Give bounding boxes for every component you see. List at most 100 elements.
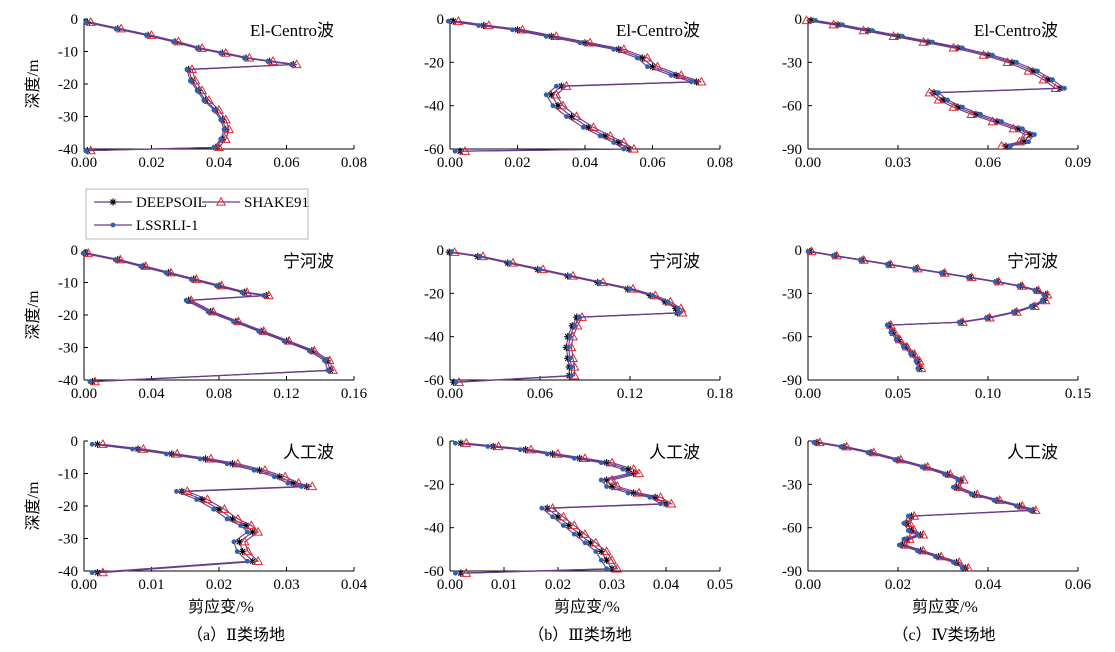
lssrli1-point <box>945 97 950 103</box>
lssrli1-point <box>908 351 913 357</box>
shake91-point <box>213 104 225 114</box>
lssrli1-point <box>194 45 200 51</box>
y-tick-label: -20 <box>424 477 444 493</box>
y-tick-label: -20 <box>58 308 78 324</box>
shake91-point <box>918 529 929 539</box>
series-deepsoil <box>445 248 681 386</box>
lssrli1-point <box>647 494 653 500</box>
lssrli1-point <box>80 250 86 256</box>
shake91-point <box>244 52 255 62</box>
shake91-point <box>493 441 504 451</box>
shake91-point <box>904 534 915 543</box>
lssrli1-point <box>567 355 573 361</box>
lssrli1-point <box>582 540 588 546</box>
lssrli1-point <box>1026 139 1031 145</box>
series-line <box>466 442 674 574</box>
y-tick-label: -60 <box>782 99 802 115</box>
lssrli1-point <box>171 39 176 45</box>
lssrli1-point <box>611 140 617 145</box>
lssrli1-point <box>905 528 911 533</box>
shake91-point <box>801 15 812 25</box>
shake91-point <box>219 504 230 513</box>
shake91-point <box>173 36 184 46</box>
lssrli1-point <box>214 283 219 289</box>
y-tick-label: 0 <box>437 434 445 450</box>
lssrli1-point <box>840 22 845 28</box>
shake91-point <box>571 111 582 121</box>
lssrli1-point <box>231 539 237 545</box>
x-tick-label: 0.00 <box>437 577 463 593</box>
y-tick-label: -40 <box>424 330 444 346</box>
shake91-point <box>461 437 472 447</box>
lssrli1-point <box>978 111 983 117</box>
y-tick-label: -60 <box>782 330 802 346</box>
lssrli1-point <box>289 62 294 67</box>
caption-b: （b）Ⅲ类场地 <box>528 626 631 644</box>
shake91-point <box>948 42 959 52</box>
x-tick-label: 0.04 <box>572 155 599 171</box>
lssrli1-point <box>901 344 906 350</box>
lssrli1-point <box>234 549 240 554</box>
lssrli1-point <box>915 366 921 371</box>
triangle-marker-icon <box>215 196 227 206</box>
lssrli1-point <box>576 314 582 320</box>
lssrli1-point <box>941 471 947 477</box>
lssrli1-point <box>838 444 844 450</box>
lssrli1-point <box>598 477 604 483</box>
lssrli1-point <box>1028 303 1034 309</box>
lssrli1-point <box>112 257 118 263</box>
lssrli1-point <box>543 92 549 98</box>
panel-title: 宁河波 <box>649 252 700 271</box>
lssrli1-point <box>218 50 224 56</box>
shake91-point <box>83 248 94 257</box>
shake91-point <box>868 447 879 457</box>
shake91-point <box>1050 83 1061 92</box>
x-tick-label: 0.18 <box>707 386 733 402</box>
shake91-point <box>283 335 295 345</box>
lssrli1-point <box>298 484 304 489</box>
y-tick-label: 0 <box>71 434 79 450</box>
series-line <box>97 443 307 574</box>
shake91-point <box>924 87 935 97</box>
lssrli1-point <box>571 531 577 537</box>
x-tick-label: 0.09 <box>1065 155 1091 171</box>
legend-triangle-mark <box>215 196 227 206</box>
shake91-point <box>197 43 208 52</box>
shake91-point <box>904 518 915 527</box>
legend: DEEPSOIL SHAKE91 LSSRLI-1 <box>85 188 309 240</box>
y-tick-label: -40 <box>58 142 78 158</box>
legend-box <box>85 188 309 240</box>
lssrli1-point <box>322 358 327 363</box>
x-tick-label: 0.00 <box>437 386 463 402</box>
lssrli1-point <box>510 27 515 33</box>
panel-title: 人工波 <box>649 443 700 462</box>
lssrli1-point <box>89 441 95 447</box>
shake91-point <box>601 546 612 556</box>
lssrli1-point <box>950 484 956 490</box>
lssrli1-point <box>183 297 189 303</box>
lssrli1-point <box>553 83 559 89</box>
shake91-point <box>1038 74 1049 84</box>
chart-panel-1: 0.00 0.02 0.04 0.06 0.08 0 -10 -20 -30 -40 El-Cent… <box>24 12 367 171</box>
series-shake91 <box>453 15 707 155</box>
lssrli1-point <box>960 104 965 110</box>
lssrli1-point <box>184 66 190 72</box>
y-tick-label: -30 <box>782 286 802 302</box>
shake91-point <box>216 280 227 290</box>
lssrli1-point <box>901 536 907 542</box>
legend-item-shake91: SHAKE91 <box>202 195 309 211</box>
y-tick-label: -30 <box>58 341 78 357</box>
shake91-point <box>220 134 231 143</box>
x-tick-label: 0.04 <box>653 577 680 593</box>
lssrli1-point <box>938 270 944 276</box>
chart-panel-7: 0.00 0.01 0.02 0.03 0.04 0 -10 -20 -30 -40 人工波深度/m… <box>24 434 368 616</box>
lssrli1-point <box>265 58 271 64</box>
shake91-point <box>558 511 569 521</box>
lssrli1-point <box>888 329 894 335</box>
lssrli1-point <box>87 379 93 385</box>
lssrli1-point <box>983 315 989 321</box>
lssrli1-point <box>218 136 224 142</box>
panel-title: 宁河波 <box>283 252 334 271</box>
